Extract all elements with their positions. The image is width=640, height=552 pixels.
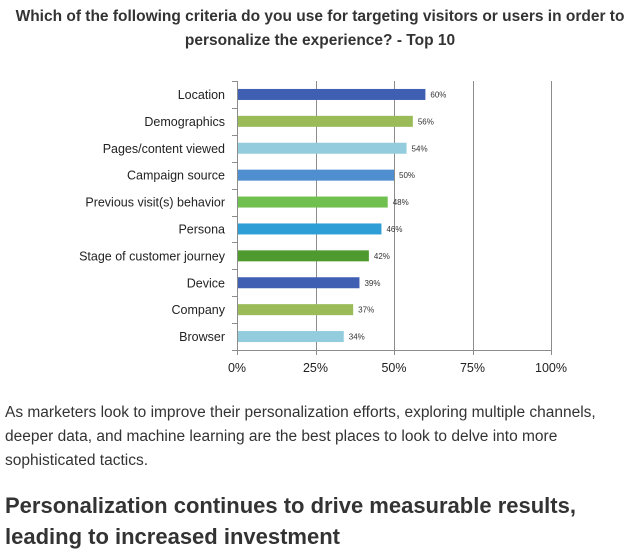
bars [237, 88, 426, 343]
data-label: 54% [412, 144, 428, 153]
bar [237, 115, 413, 127]
axes [232, 81, 552, 355]
section-heading: Personalization continues to drive measu… [5, 493, 576, 549]
bar [237, 169, 394, 181]
bar [237, 304, 354, 316]
bar [237, 277, 360, 289]
category-label: Demographics [144, 115, 225, 129]
data-label: 56% [418, 117, 434, 126]
category-label: Browser [179, 330, 225, 344]
bar [237, 196, 388, 208]
category-label: Campaign source [127, 169, 225, 183]
data-label: 42% [374, 252, 390, 261]
bar-chart: 60% Location 56% Demographics 54% Pages/conte… [79, 81, 567, 375]
category-label: Previous visit(s) behavior [85, 196, 225, 210]
data-label: 60% [430, 90, 446, 99]
data-label: 46% [386, 225, 402, 234]
labels: 60% Location 56% Demographics 54% Pages/conte… [79, 88, 567, 375]
bar [237, 88, 426, 100]
category-label: Location [178, 88, 225, 102]
category-label: Company [172, 303, 226, 317]
x-tick-label: 0% [228, 361, 246, 375]
chart-title-line-2: personalize the experience? - Top 10 [184, 32, 456, 49]
data-label: 48% [393, 198, 409, 207]
bar [237, 250, 369, 262]
article-paragraph: As marketers look to improve their perso… [5, 404, 596, 469]
x-tick-label: 50% [381, 361, 406, 375]
category-label: Pages/content viewed [103, 142, 225, 156]
x-tick-label: 75% [460, 361, 485, 375]
category-label: Persona [178, 222, 225, 236]
category-label: Stage of customer journey [79, 249, 226, 263]
data-label: 34% [349, 333, 365, 342]
x-tick-label: 100% [535, 361, 567, 375]
bar [237, 142, 407, 154]
data-label: 37% [358, 306, 374, 315]
chart-title-line-1: Which of the following criteria do you u… [15, 8, 625, 25]
data-label: 50% [399, 171, 415, 180]
x-tick-label: 25% [303, 361, 328, 375]
category-label: Device [187, 276, 225, 290]
bar [237, 223, 382, 235]
chart-title: Which of the following criteria do you u… [0, 5, 640, 53]
data-label: 39% [364, 279, 380, 288]
bar [237, 331, 344, 343]
